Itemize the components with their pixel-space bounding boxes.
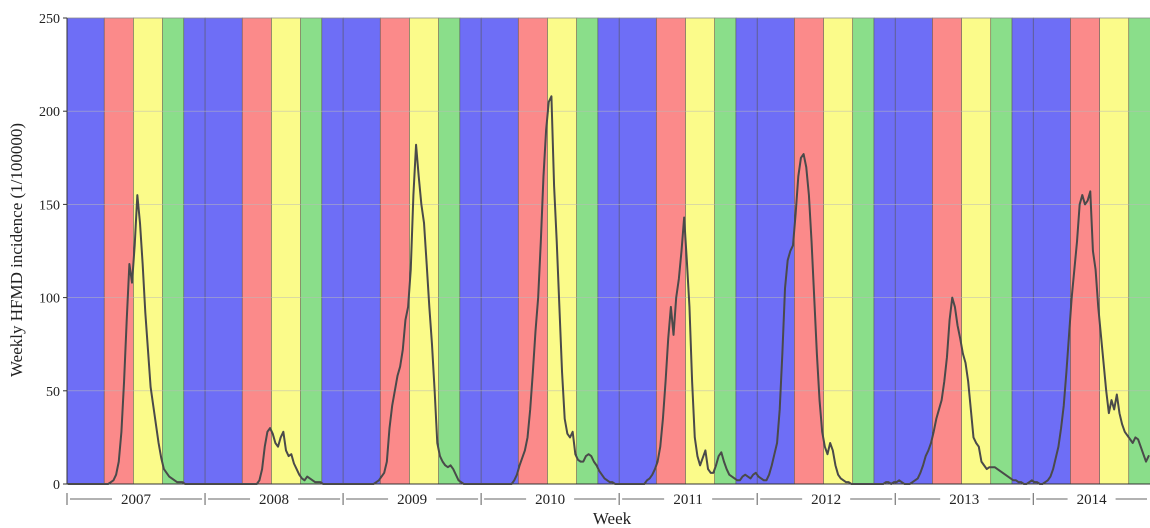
season-band-red bbox=[932, 17, 963, 485]
season-band-green bbox=[852, 17, 875, 485]
season-band-yellow bbox=[133, 17, 164, 485]
weekly-incidence-line bbox=[67, 95, 1150, 485]
season-band-yellow bbox=[961, 17, 992, 485]
season-band-blue bbox=[66, 17, 105, 485]
season-band-blue bbox=[597, 17, 620, 485]
season-band-red bbox=[103, 17, 135, 485]
season-band-yellow bbox=[685, 17, 716, 485]
year-label-2014: 2014 bbox=[1077, 492, 1108, 508]
year-label-2011: 2011 bbox=[673, 492, 702, 508]
y-axis-label: Weekly HFMD incidence (1/100000) bbox=[7, 123, 26, 377]
year-label-2009: 2009 bbox=[397, 492, 427, 508]
x-axis-label: Week bbox=[593, 509, 632, 528]
season-band-blue bbox=[756, 17, 796, 485]
season-band-yellow bbox=[1099, 17, 1130, 485]
year-label-2012: 2012 bbox=[811, 492, 841, 508]
season-band-green bbox=[576, 17, 599, 485]
season-band-yellow bbox=[271, 17, 302, 485]
season-band-green bbox=[1128, 17, 1150, 485]
season-band-blue bbox=[618, 17, 657, 485]
season-band-blue bbox=[1011, 17, 1034, 485]
season-band-blue bbox=[1032, 17, 1072, 485]
grid-lines bbox=[67, 17, 1150, 392]
y-tick-label: 0 bbox=[53, 478, 60, 493]
season-band-yellow bbox=[409, 17, 440, 485]
season-band-green bbox=[162, 17, 185, 485]
season-band-blue bbox=[183, 17, 206, 485]
season-band-green bbox=[990, 17, 1013, 485]
season-band-blue bbox=[480, 17, 519, 485]
y-tick-label: 50 bbox=[46, 385, 60, 400]
season-band-yellow bbox=[547, 17, 578, 485]
season-band-blue bbox=[894, 17, 934, 485]
season-band-green bbox=[300, 17, 323, 485]
year-label-2008: 2008 bbox=[259, 492, 289, 508]
season-band-blue bbox=[873, 17, 896, 485]
season-band-red bbox=[517, 17, 549, 485]
y-tick-label: 200 bbox=[39, 105, 60, 120]
year-label-2007: 2007 bbox=[121, 492, 152, 508]
y-tick-label: 150 bbox=[39, 198, 60, 213]
incidence-line-series bbox=[67, 95, 1150, 485]
year-label-2013: 2013 bbox=[949, 492, 979, 508]
season-band-yellow bbox=[823, 17, 854, 485]
season-band-green bbox=[714, 17, 737, 485]
season-band-red bbox=[241, 17, 273, 485]
season-band-blue bbox=[735, 17, 758, 485]
y-tick-labels: 0 50 100 150 200 250 bbox=[39, 12, 67, 493]
y-tick-label: 100 bbox=[39, 292, 60, 307]
season-band-green bbox=[438, 17, 461, 485]
year-labels: 2007 2008 2009 2010 2011 2012 2013 2014 bbox=[66, 492, 1147, 508]
season-band-red bbox=[794, 17, 825, 485]
season-band-red bbox=[379, 17, 411, 485]
season-band-red bbox=[1070, 17, 1101, 485]
season-band-blue bbox=[459, 17, 482, 485]
season-band-blue bbox=[342, 17, 381, 485]
season-band-blue bbox=[321, 17, 344, 485]
y-tick-label: 250 bbox=[39, 12, 60, 27]
season-bands bbox=[66, 17, 1150, 485]
season-band-blue bbox=[204, 17, 243, 485]
year-label-2010: 2010 bbox=[535, 492, 565, 508]
